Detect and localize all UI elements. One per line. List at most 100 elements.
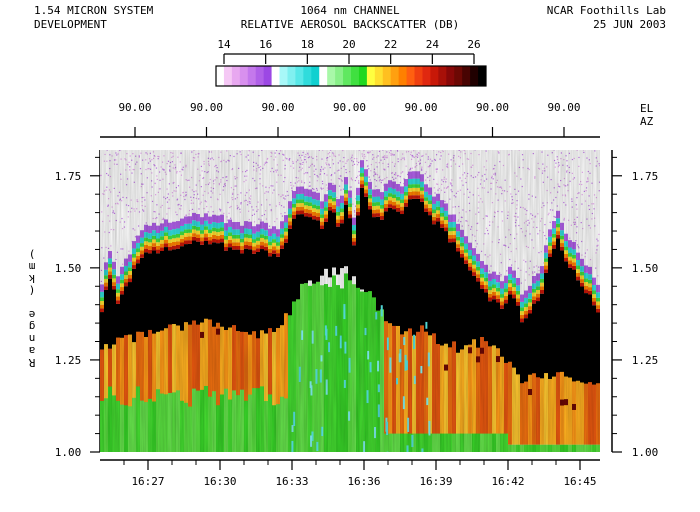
- heat-cell: [236, 138, 237, 139]
- colorbar-swatch: [430, 66, 439, 86]
- heat-cell: [371, 144, 372, 145]
- heat-cell: [405, 134, 406, 135]
- heat-cell: [237, 138, 238, 139]
- y-tick-label-right: 1.25: [632, 354, 659, 367]
- colorbar-tick-label: 22: [384, 38, 397, 51]
- heat-cell: [196, 132, 197, 133]
- heat-cell: [267, 145, 268, 146]
- heat-cell: [350, 139, 351, 140]
- heat-cell: [292, 142, 293, 143]
- heat-cell: [364, 140, 365, 141]
- heat-cell: [143, 144, 144, 145]
- x-tick-label: 16:45: [563, 475, 596, 488]
- heat-cell: [337, 139, 338, 140]
- colorbar-tick-label: 16: [259, 38, 272, 51]
- heat-cell: [434, 135, 435, 136]
- heat-cell: [434, 142, 435, 143]
- heat-cell: [407, 148, 408, 149]
- heat-cell: [400, 139, 401, 140]
- heat-cell: [507, 148, 508, 149]
- heat-cell: [411, 134, 412, 135]
- heat-cell: [437, 145, 438, 146]
- colorbar-tick-label: 26: [467, 38, 480, 51]
- heat-cell: [538, 132, 539, 133]
- heat-cell: [357, 139, 358, 140]
- y-tick-label-left: 1.50: [55, 262, 82, 275]
- heat-cell: [455, 148, 456, 149]
- heat-cell: [593, 143, 594, 144]
- heat-cell: [269, 145, 270, 146]
- heat-cell: [453, 138, 454, 139]
- heat-cell: [533, 144, 534, 145]
- heat-cell: [448, 134, 449, 135]
- y-tick-label-left: 1.75: [55, 170, 82, 183]
- colorbar-tick-label: 18: [301, 38, 314, 51]
- elevation-tick-label: 90.00: [333, 101, 366, 114]
- heat-cell: [372, 134, 373, 135]
- heat-cell: [236, 142, 237, 143]
- heat-cell: [215, 146, 216, 147]
- heat-cell: [309, 132, 310, 133]
- heat-cell: [422, 142, 423, 143]
- colorbar-swatch: [422, 66, 431, 86]
- heat-cell: [466, 134, 467, 135]
- heat-cell: [372, 141, 373, 142]
- heat-cell: [170, 133, 171, 134]
- heat-cell: [149, 148, 150, 149]
- heat-cell: [428, 143, 429, 144]
- heat-cell: [364, 148, 365, 149]
- heat-cell: [163, 145, 164, 146]
- y-tick-label-left: 1.00: [55, 446, 82, 459]
- heat-cell: [290, 144, 291, 145]
- colorbar-swatch: [287, 66, 296, 86]
- channel-label: 1064 nm CHANNEL: [300, 4, 400, 17]
- heat-cell: [573, 142, 574, 143]
- heat-cell: [362, 148, 363, 149]
- heat-cell: [498, 132, 499, 133]
- heat-cell: [319, 133, 320, 134]
- colorbar-swatch: [414, 66, 423, 86]
- heat-cell: [504, 146, 505, 147]
- colorbar-swatch: [255, 66, 265, 86]
- heat-cell: [209, 132, 210, 133]
- heat-cell: [139, 144, 140, 145]
- heat-cell: [346, 134, 347, 135]
- heat-cell: [350, 140, 351, 141]
- heat-cell: [405, 138, 406, 139]
- heat-cell: [138, 138, 139, 139]
- heat-cell: [395, 144, 396, 145]
- heat-cell: [198, 140, 199, 141]
- heat-cell: [184, 145, 185, 146]
- heat-cell: [349, 141, 350, 142]
- colorbar-swatch: [263, 66, 273, 86]
- heat-cell: [215, 141, 216, 142]
- heat-cell: [170, 139, 171, 140]
- heat-cell: [334, 133, 335, 134]
- heat-cell: [301, 143, 302, 144]
- heat-cell: [518, 140, 519, 141]
- heat-cell: [292, 139, 293, 140]
- y-tick-label-right: 1.50: [632, 262, 659, 275]
- heat-cell: [227, 148, 228, 149]
- heat-cell: [200, 142, 201, 143]
- heat-cell: [344, 147, 345, 148]
- heat-cell: [314, 145, 315, 146]
- heat-cell: [294, 140, 295, 141]
- colorbar-tick-label: 20: [342, 38, 355, 51]
- heat-cell: [159, 146, 160, 147]
- heat-cell: [472, 138, 473, 139]
- x-tick-label: 16:27: [131, 475, 164, 488]
- heat-cell: [423, 147, 424, 148]
- heat-cell: [242, 140, 243, 141]
- heat-cell: [422, 141, 423, 142]
- heat-cell: [262, 142, 263, 143]
- heat-cell: [452, 135, 453, 136]
- heat-cell: [382, 140, 383, 141]
- heat-cell: [231, 138, 232, 139]
- heat-cell: [439, 140, 440, 141]
- heat-cell: [361, 140, 362, 141]
- lab-name: NCAR Foothills Lab: [546, 4, 666, 17]
- heat-cell: [473, 148, 474, 149]
- heat-cell: [259, 149, 260, 150]
